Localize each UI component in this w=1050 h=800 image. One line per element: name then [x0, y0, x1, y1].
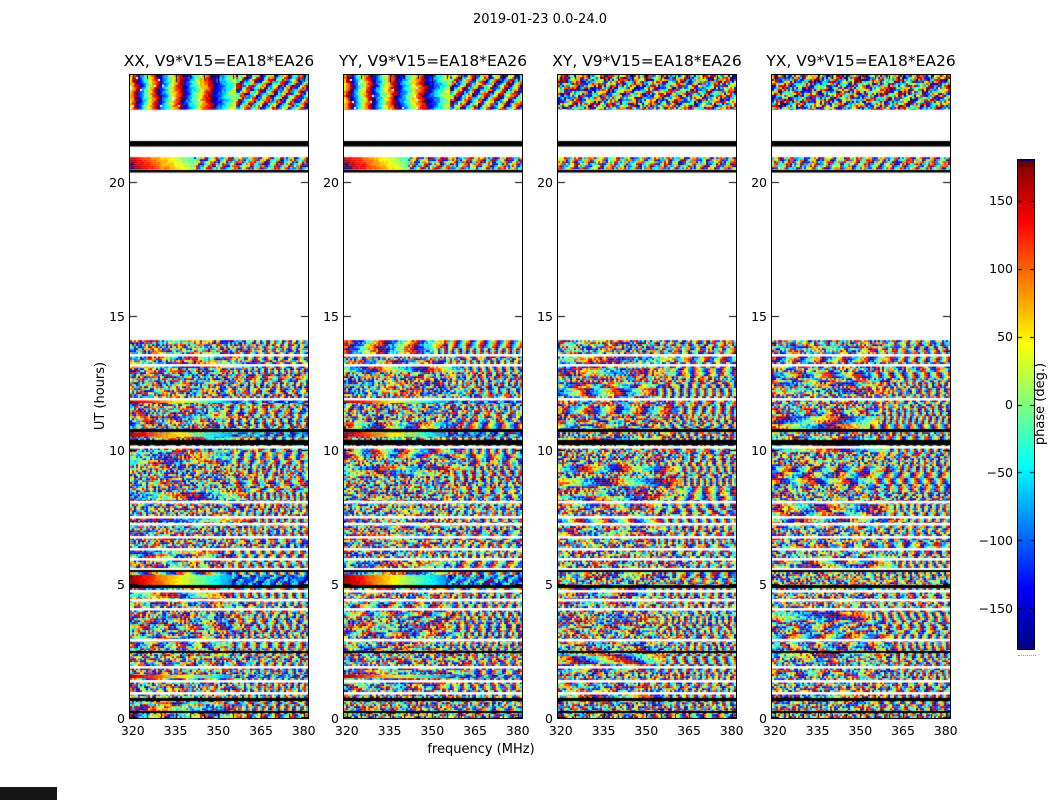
y-tick-label-yy-5: 5: [331, 576, 339, 592]
phase-heatmap-xy: [558, 75, 736, 718]
colorbar-tick-label-0: 0: [1005, 397, 1013, 412]
y-tick-label-yx-0: 0: [759, 710, 767, 726]
x-axis-label-frequency: frequency (MHz): [427, 742, 535, 757]
x-tick-label-yy-350: 350: [420, 723, 445, 738]
y-tick-label-yy-15: 15: [323, 308, 339, 324]
x-tick-label-yx-320: 320: [762, 723, 787, 738]
y-tick-label-xy-0: 0: [545, 710, 553, 726]
phase-heatmap-yx: [772, 75, 950, 718]
colorbar-minor-dots: [1018, 655, 1036, 656]
y-tick-label-xy-15: 15: [537, 308, 553, 324]
y-tick-label-xy-5: 5: [545, 576, 553, 592]
x-tick-label-xy-365: 365: [677, 723, 701, 738]
x-tick-label-xx-365: 365: [249, 723, 273, 738]
x-tick-label-xx-335: 335: [163, 723, 188, 738]
x-tick-label-xx-350: 350: [206, 723, 231, 738]
y-tick-label-yy-0: 0: [331, 710, 339, 726]
y-tick-label-xx-20: 20: [109, 174, 125, 190]
y-tick-label-xy-10: 10: [537, 442, 553, 458]
x-tick-label-yy-380: 380: [505, 723, 530, 738]
y-tick-label-xx-15: 15: [109, 308, 125, 324]
plot-frame-yx: [771, 74, 951, 719]
x-tick-label-xy-350: 350: [634, 723, 659, 738]
y-tick-label-yy-10: 10: [323, 442, 339, 458]
colorbar-tick-label-100: 100: [989, 261, 1013, 277]
x-tick-label-yy-365: 365: [463, 723, 487, 738]
colorbar-tick-label--50: −50: [986, 464, 1013, 480]
phase-heatmap-xx: [130, 75, 308, 718]
figure-title: 2019-01-23 0.0-24.0: [473, 12, 607, 27]
x-tick-label-yx-350: 350: [848, 723, 873, 738]
x-tick-label-yy-335: 335: [377, 723, 402, 738]
plot-frame-xy: [557, 74, 737, 719]
panel-title-xy: XY, V9*V15=EA18*EA26: [552, 52, 742, 70]
x-tick-label-xx-380: 380: [291, 723, 316, 738]
phase-heatmap-yy: [344, 75, 522, 718]
y-tick-label-yx-5: 5: [759, 576, 767, 592]
y-tick-label-yx-10: 10: [751, 442, 767, 458]
plot-frame-yy: [343, 74, 523, 719]
x-tick-label-yx-365: 365: [891, 723, 915, 738]
colorbar-tick-label-50: 50: [997, 329, 1013, 345]
x-tick-label-yx-335: 335: [805, 723, 830, 738]
colorbar-gradient: [1018, 160, 1034, 649]
panel-title-yy: YY, V9*V15=EA18*EA26: [338, 52, 528, 70]
colorbar-tick-label--100: −100: [978, 532, 1013, 548]
panel-title-xx: XX, V9*V15=EA18*EA26: [123, 52, 315, 70]
y-tick-label-xx-0: 0: [117, 710, 125, 726]
colorbar-tick-label--150: −150: [978, 600, 1013, 616]
plot-frame-xx: [129, 74, 309, 719]
colorbar-label-phase: phase (deg.): [1033, 362, 1048, 446]
y-tick-label-xy-20: 20: [537, 174, 553, 190]
x-tick-label-yy-320: 320: [334, 723, 359, 738]
y-axis-label-ut-hours: UT (hours): [93, 361, 108, 431]
x-tick-label-xy-380: 380: [719, 723, 744, 738]
colorbar: [1017, 159, 1035, 650]
panel-title-yx: YX, V9*V15=EA18*EA26: [766, 52, 956, 70]
y-tick-label-xx-10: 10: [109, 442, 125, 458]
colorbar-tick-label-150: 150: [989, 193, 1013, 209]
x-tick-label-xy-335: 335: [591, 723, 616, 738]
x-tick-label-xx-320: 320: [120, 723, 145, 738]
y-tick-label-yy-20: 20: [323, 174, 339, 190]
bottom-left-artifact: [0, 787, 57, 800]
x-tick-label-yx-380: 380: [933, 723, 958, 738]
y-tick-label-xx-5: 5: [117, 576, 125, 592]
y-tick-label-yx-15: 15: [751, 308, 767, 324]
x-tick-label-xy-320: 320: [548, 723, 573, 738]
y-tick-label-yx-20: 20: [751, 174, 767, 190]
